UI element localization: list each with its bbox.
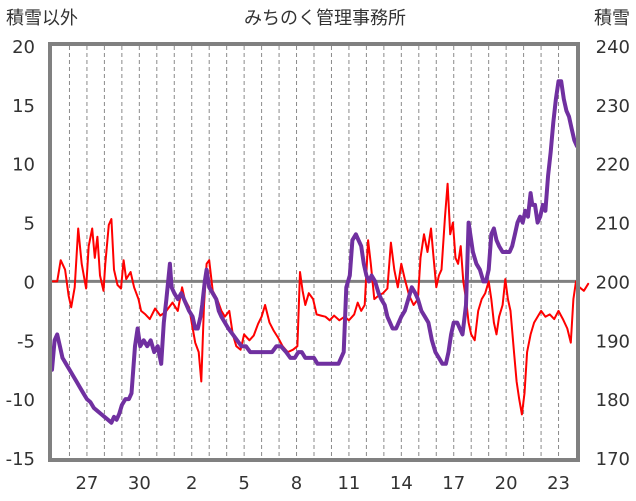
x-tick-label: 5 <box>238 473 249 494</box>
right-tick-label: 200 <box>596 272 630 293</box>
left-tick-label: 10 <box>12 155 35 176</box>
x-tick-label: 20 <box>495 473 518 494</box>
left-tick-label: 20 <box>12 37 35 58</box>
x-tick-label: 27 <box>75 473 98 494</box>
right-tick-label: 190 <box>596 331 630 352</box>
snow-depth-line <box>50 79 579 425</box>
x-tick-label: 11 <box>337 473 360 494</box>
plot-frame <box>48 42 580 462</box>
left-tick-label: 5 <box>24 214 35 235</box>
right-tick-label: 210 <box>596 214 630 235</box>
right-axis-label: 積雪 <box>594 8 630 29</box>
right-tick-label: 230 <box>596 96 630 117</box>
x-tick-label: 30 <box>128 473 151 494</box>
left-tick-label: -10 <box>6 390 35 411</box>
right-tick-label: 170 <box>596 449 630 470</box>
left-axis-label: 積雪以外 <box>6 8 78 29</box>
chart-title: みちのく管理事務所 <box>244 8 406 29</box>
right-tick-label: 240 <box>596 37 630 58</box>
left-tick-label: 0 <box>24 272 35 293</box>
grid <box>68 46 560 458</box>
x-tick-label: 23 <box>547 473 570 494</box>
left-tick-label: 15 <box>12 96 35 117</box>
right-tick-label: 220 <box>596 155 630 176</box>
x-tick-label: 2 <box>186 473 197 494</box>
left-tick-label: -15 <box>6 449 35 470</box>
series <box>50 79 590 425</box>
x-tick-label: 8 <box>291 473 302 494</box>
other-series-line <box>51 182 590 416</box>
tick-labels: 20151050-5-10-15240230220210200190180170… <box>6 37 630 494</box>
x-tick-label: 17 <box>442 473 465 494</box>
left-tick-label: -5 <box>17 331 35 352</box>
x-tick-label: 14 <box>390 473 413 494</box>
right-tick-label: 180 <box>596 390 630 411</box>
